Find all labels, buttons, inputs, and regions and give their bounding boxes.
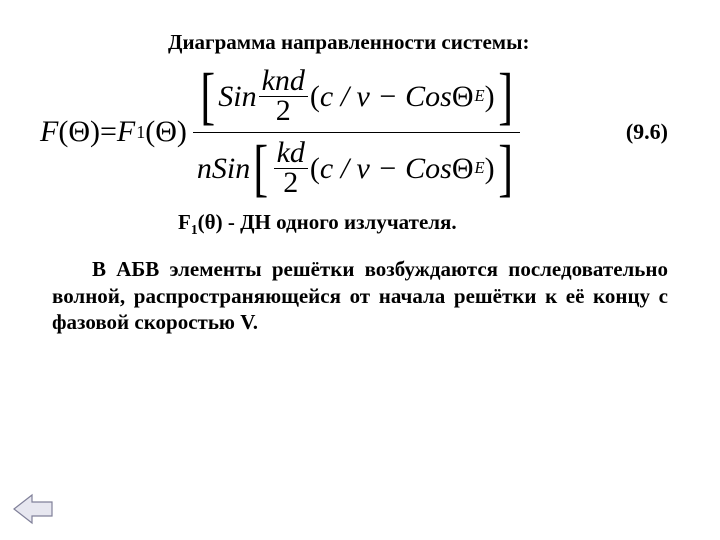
f1-sub: 1 (191, 222, 198, 237)
eq-den-paren-open: ( (310, 152, 320, 185)
eq-numerator: [ Sin knd 2 ( c / v − Cos Θ E (193, 63, 520, 130)
eq-den-bracket: [ kd 2 ( c / v − Cos Θ E ) (250, 139, 516, 198)
eq-num-knd: knd (259, 67, 308, 96)
prev-arrow-button[interactable] (12, 492, 54, 526)
eq-num-paren-open: ( (310, 80, 320, 113)
eq-num-theta: Θ (452, 80, 474, 113)
equation: F ( Θ ) = F 1 ( Θ ) [ Sin knd (40, 63, 520, 202)
arrow-left-icon (12, 492, 54, 526)
eq-lhs-open: ( (58, 115, 68, 149)
f1-rest: (θ) - ДН одного излучателя. (198, 210, 457, 234)
eq-den-theta: Θ (452, 152, 474, 185)
eq-num-2: 2 (273, 97, 294, 126)
eq-lhs-F: F (40, 115, 58, 149)
f1-F: F (178, 210, 191, 234)
eq-den-nsin: nSin (197, 152, 250, 185)
eq-num-sup: E (474, 87, 484, 105)
eq-num-sin: Sin (218, 80, 256, 113)
eq-den-body: c / v − Cos (320, 152, 452, 185)
eq-main-fraction: [ Sin knd 2 ( c / v − Cos Θ E (193, 63, 520, 202)
equation-row: F ( Θ ) = F 1 ( Θ ) [ Sin knd (48, 63, 672, 202)
eq-equals: = (100, 115, 117, 149)
eq-F1-F: F (117, 115, 135, 149)
eq-fraction-bar (193, 132, 520, 134)
eq-F1-close: ) (177, 115, 187, 149)
eq-F1-sub: 1 (136, 122, 145, 143)
eq-den-2: 2 (280, 169, 301, 198)
eq-den-sup: E (474, 159, 484, 177)
eq-F1-theta: Θ (155, 115, 177, 149)
eq-lhs-close: ) (90, 115, 100, 149)
eq-num-knd-frac: knd 2 (259, 67, 308, 126)
eq-num-body: c / v − Cos (320, 80, 452, 113)
eq-den-kd: kd (274, 139, 308, 168)
f1-definition: F1(θ) - ДН одного излучателя. (178, 210, 672, 238)
eq-den-kd-frac: kd 2 (274, 139, 308, 198)
eq-lhs-theta: Θ (68, 115, 90, 149)
body-paragraph: В АБВ элементы решётки возбуждаются посл… (52, 256, 668, 337)
eq-F1-open: ( (145, 115, 155, 149)
eq-den-paren-close: ) (485, 152, 495, 185)
page-heading: Диаграмма направленности системы: (168, 30, 672, 55)
eq-denominator: nSin [ kd 2 ( c / v − Cos Θ E (193, 135, 520, 202)
eq-num-bracket: [ Sin knd 2 ( c / v − Cos Θ E (197, 67, 516, 126)
equation-number: (9.6) (626, 119, 672, 145)
eq-num-paren-close: ) (485, 80, 495, 113)
